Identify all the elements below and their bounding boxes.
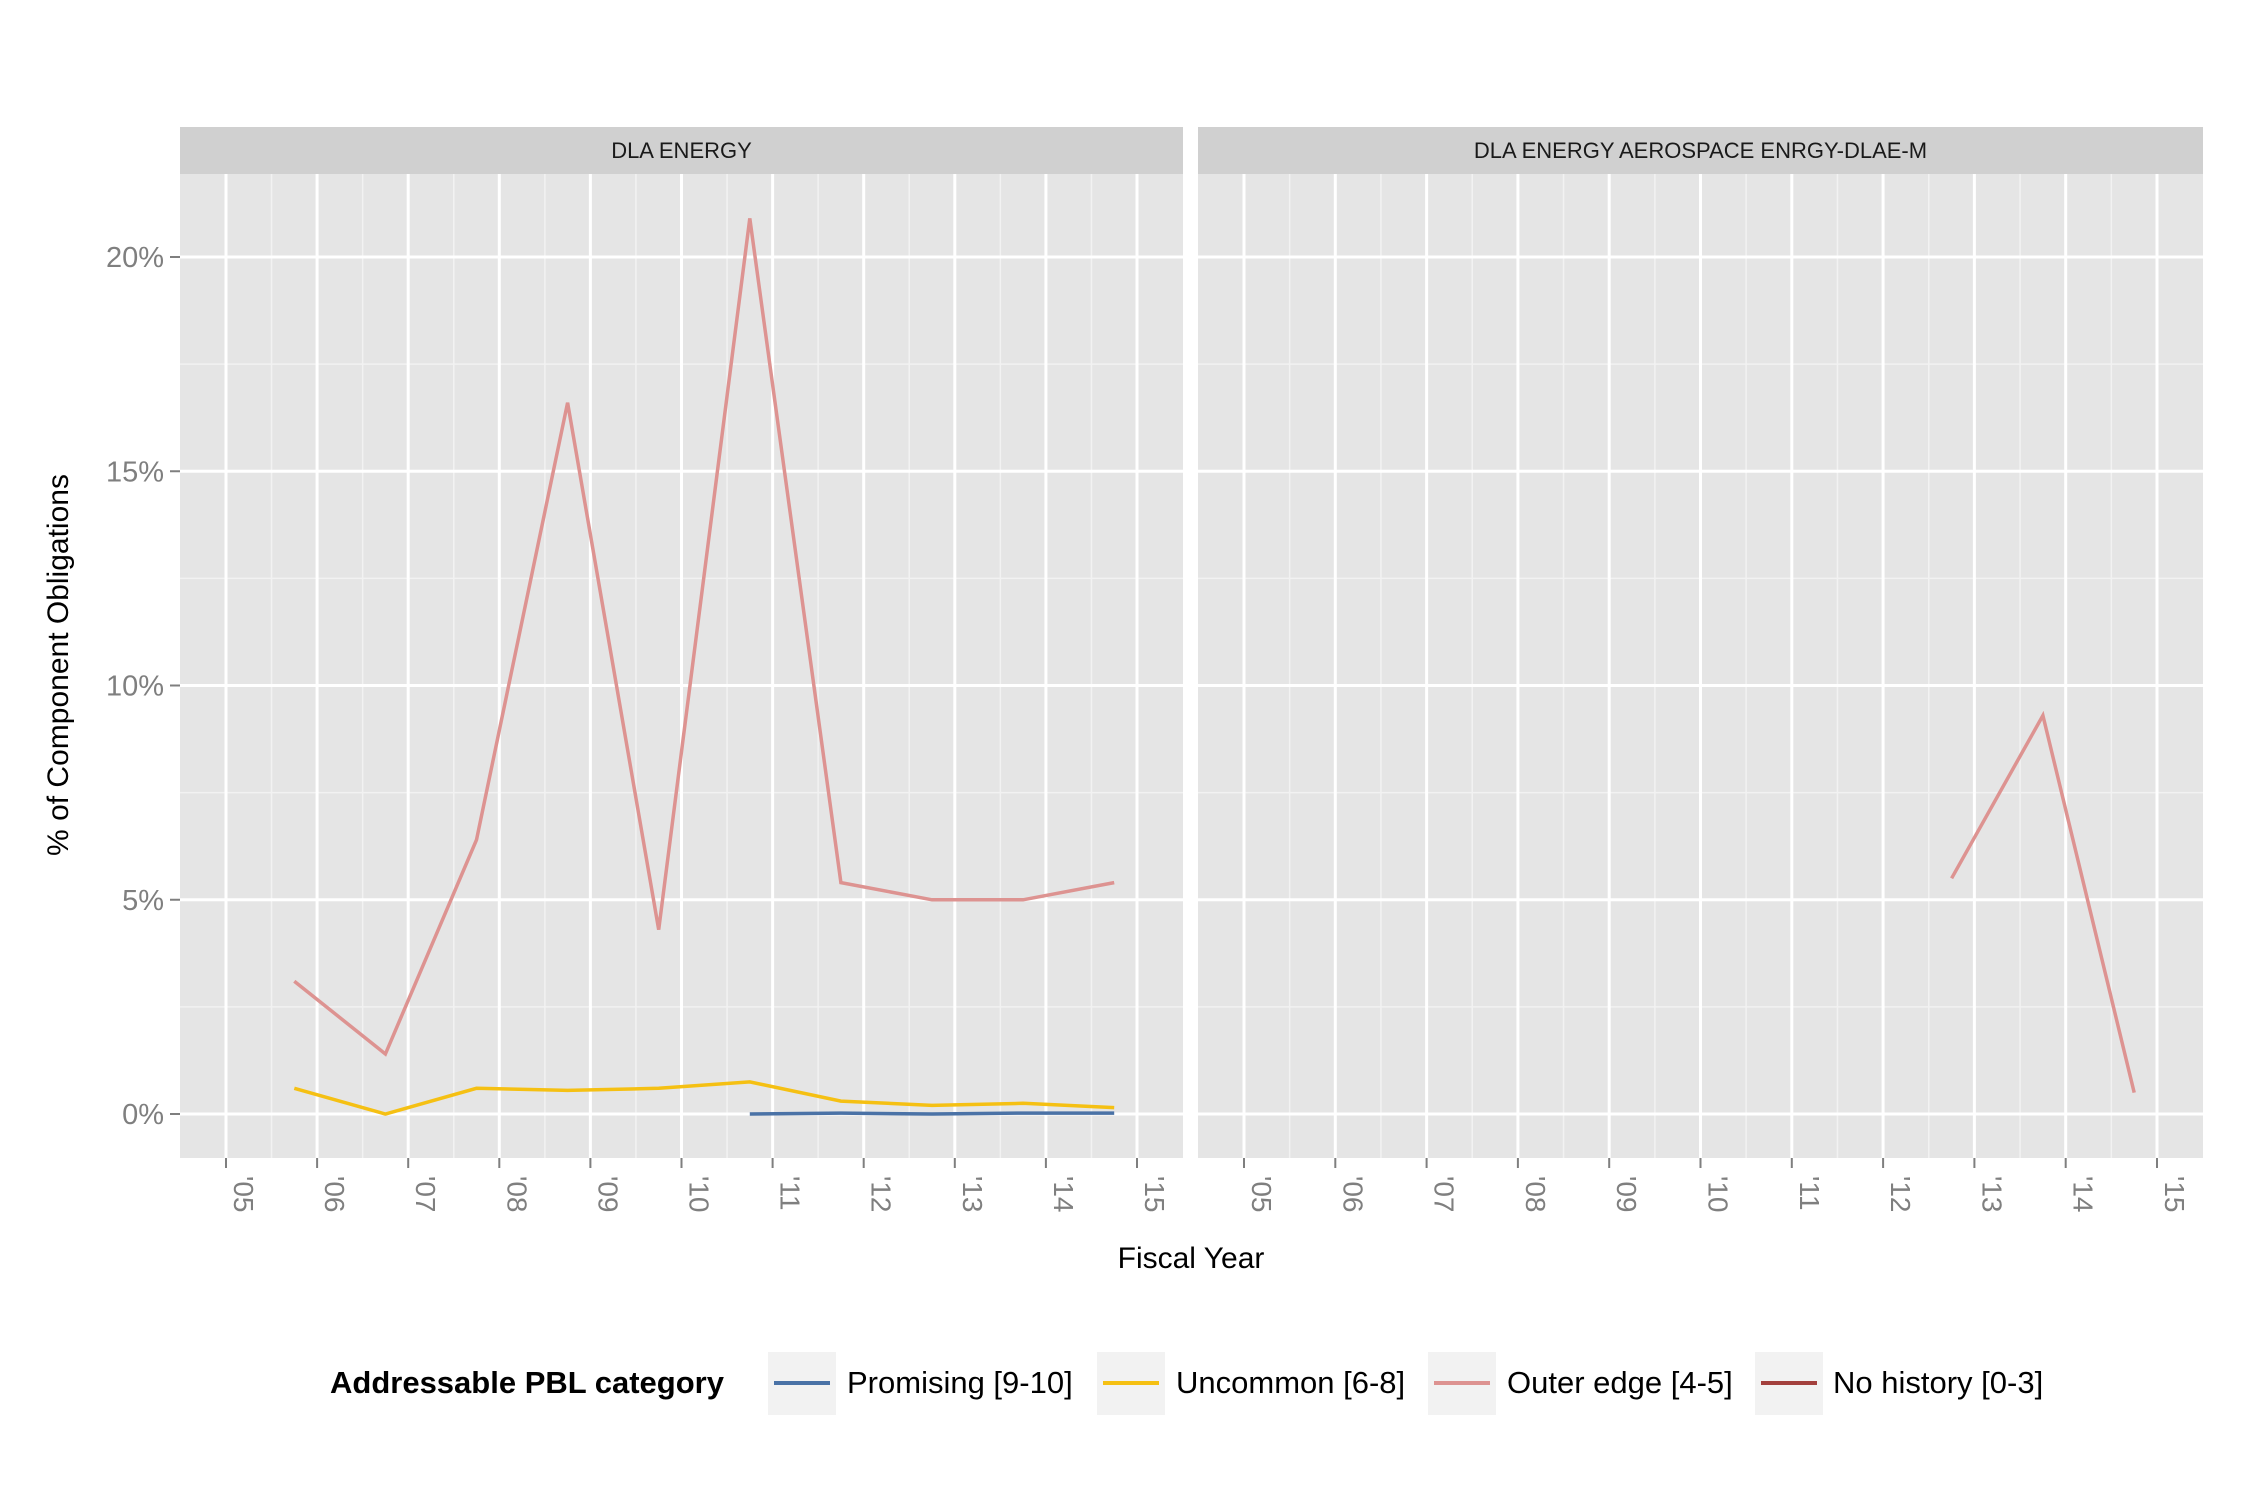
x-axis-title: Fiscal Year — [1118, 1242, 1265, 1275]
x-tick-label: '13 — [1976, 1176, 2007, 1213]
y-tick-label: 10% — [106, 671, 164, 703]
x-tick-label: '12 — [866, 1176, 897, 1213]
y-tick-label: 20% — [106, 242, 164, 274]
x-tick-label: '05 — [228, 1176, 259, 1213]
x-tick-label: '11 — [1794, 1176, 1825, 1210]
x-tick-label: '09 — [1611, 1176, 1642, 1213]
x-tick-label: '14 — [1048, 1176, 1079, 1213]
x-tick-label: '13 — [957, 1176, 988, 1213]
series-line — [1950, 710, 2136, 1094]
x-tick-label: '10 — [1703, 1176, 1734, 1213]
legend-title: Addressable PBL category — [330, 1365, 725, 1400]
facet-strip — [1198, 127, 2203, 174]
series-line — [293, 218, 1115, 1057]
y-tick-label: 15% — [106, 456, 164, 488]
x-tick-label: '15 — [2159, 1176, 2190, 1213]
legend-label: No history [0-3] — [1833, 1365, 2043, 1400]
legend-label: Uncommon [6-8] — [1176, 1365, 1405, 1400]
y-tick-label: 0% — [122, 1099, 164, 1131]
facet-strip — [180, 127, 1183, 174]
x-tick-label: '08 — [1520, 1176, 1551, 1213]
x-tick-label: '15 — [1139, 1176, 1170, 1213]
x-tick-label: '06 — [319, 1176, 350, 1213]
facet-title: DLA ENERGY AEROSPACE ENRGY-DLAE-M — [1474, 138, 1927, 163]
x-tick-label: '14 — [2068, 1176, 2099, 1213]
x-tick-label: '06 — [1337, 1176, 1368, 1213]
facet-title: DLA ENERGY — [611, 138, 752, 163]
legend-label: Promising [9-10] — [847, 1365, 1073, 1400]
x-tick-label: '07 — [1429, 1176, 1460, 1213]
x-tick-label: '07 — [410, 1176, 441, 1213]
y-axis-title: % of Component Obligations — [42, 474, 75, 856]
x-tick-label: '09 — [592, 1176, 623, 1213]
legend-label: Outer edge [4-5] — [1507, 1365, 1733, 1400]
x-tick-label: '10 — [684, 1176, 715, 1213]
x-tick-label: '11 — [775, 1176, 806, 1210]
y-tick-label: 5% — [122, 885, 164, 917]
series-line — [293, 1080, 1115, 1116]
x-tick-label: '08 — [501, 1176, 532, 1213]
x-tick-label: '12 — [1885, 1176, 1916, 1213]
x-tick-label: '05 — [1246, 1176, 1277, 1213]
series-line — [749, 1111, 1115, 1116]
